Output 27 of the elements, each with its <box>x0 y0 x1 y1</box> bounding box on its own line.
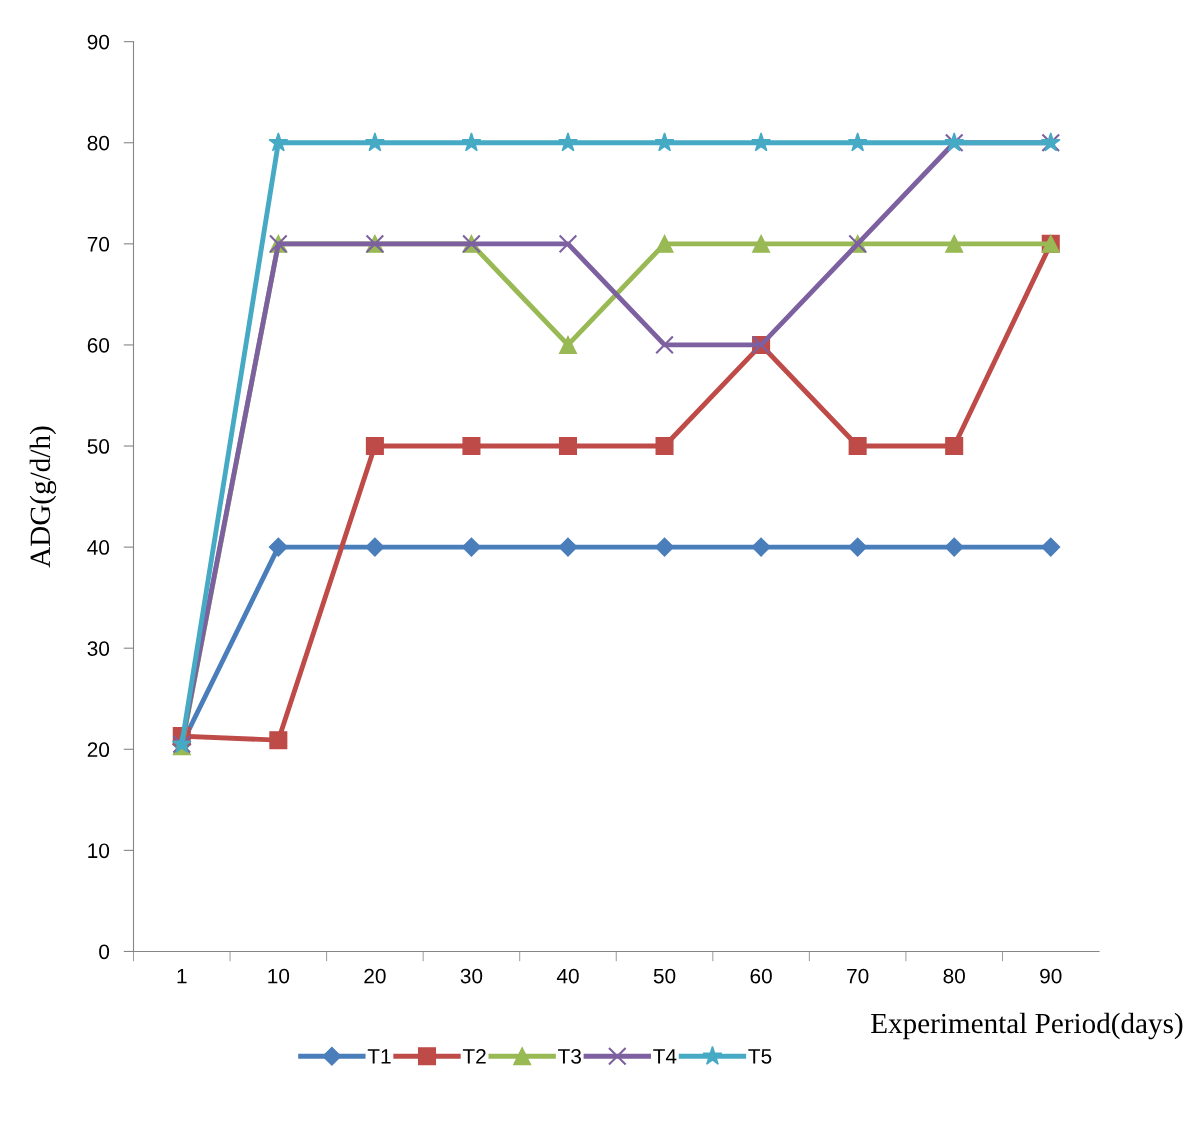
legend-label: T4 <box>653 1049 677 1064</box>
y-tick-label: 10 <box>88 843 110 859</box>
y-tick-label: 70 <box>87 236 110 252</box>
y-tick-label: 30 <box>87 641 110 656</box>
x-tick-label: 60 <box>750 968 772 984</box>
y-tick-label: 40 <box>87 540 110 555</box>
x-tick-label: 70 <box>847 968 869 984</box>
y-tick-label: 90 <box>87 34 110 50</box>
x-tick-label: 40 <box>556 968 579 984</box>
x-axis-title: Experimental Period(days) <box>871 1012 1183 1040</box>
legend-label: T1 <box>367 1049 391 1064</box>
x-tick-label: 30 <box>460 968 483 984</box>
x-tick-label: 1 <box>177 968 187 984</box>
y-tick-label: 20 <box>87 742 110 758</box>
legend-label: T5 <box>748 1049 772 1064</box>
y-tick-label: 80 <box>87 135 110 151</box>
y-axis-title: ADG(g/d/h) <box>29 426 57 568</box>
x-tick-label: 50 <box>653 968 676 984</box>
x-tick-label: 80 <box>943 968 965 984</box>
x-tick-label: 10 <box>268 968 290 984</box>
y-tick-label: 60 <box>87 337 110 353</box>
x-tick-label: 20 <box>364 968 386 984</box>
y-tick-label: 0 <box>99 944 110 960</box>
x-tick-label: 90 <box>1040 968 1062 984</box>
y-tick-label: 50 <box>87 439 110 454</box>
legend-label: T3 <box>558 1048 581 1064</box>
legend-label: T2 <box>462 1048 486 1064</box>
